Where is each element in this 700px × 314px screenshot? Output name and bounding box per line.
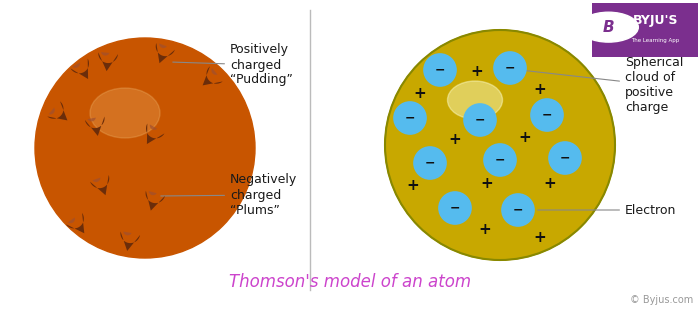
Text: BYJU'S: BYJU'S	[633, 14, 678, 27]
Polygon shape	[68, 218, 75, 223]
Circle shape	[410, 55, 589, 235]
Text: −: −	[449, 202, 461, 214]
Polygon shape	[71, 58, 89, 79]
Circle shape	[439, 192, 471, 224]
Circle shape	[549, 142, 581, 174]
Text: +: +	[533, 83, 547, 98]
Circle shape	[396, 41, 603, 248]
Polygon shape	[120, 231, 140, 251]
Polygon shape	[88, 118, 96, 122]
Ellipse shape	[90, 88, 160, 138]
Text: −: −	[405, 111, 415, 124]
Text: © Byjus.com: © Byjus.com	[630, 295, 693, 305]
Text: +: +	[449, 133, 461, 148]
Text: −: −	[495, 154, 505, 166]
Text: +: +	[479, 223, 491, 237]
Text: −: −	[542, 109, 552, 122]
Polygon shape	[48, 101, 67, 120]
Polygon shape	[148, 191, 157, 195]
Polygon shape	[92, 177, 100, 182]
Polygon shape	[202, 66, 223, 85]
Circle shape	[482, 127, 519, 163]
Text: Negatively
charged
“Plums”: Negatively charged “Plums”	[161, 174, 298, 216]
Circle shape	[484, 144, 516, 176]
Circle shape	[463, 108, 537, 182]
Text: −: −	[560, 151, 570, 165]
Circle shape	[502, 194, 534, 226]
Text: B: B	[603, 20, 615, 35]
Text: −: −	[475, 113, 485, 127]
Polygon shape	[155, 43, 175, 63]
Text: +: +	[481, 176, 493, 191]
Polygon shape	[150, 124, 158, 130]
Circle shape	[394, 102, 426, 134]
Text: −: −	[435, 63, 445, 77]
Circle shape	[92, 95, 198, 201]
Circle shape	[46, 49, 244, 247]
Polygon shape	[90, 175, 109, 195]
Circle shape	[385, 30, 615, 260]
Circle shape	[110, 113, 180, 183]
Circle shape	[127, 130, 162, 165]
Text: −: −	[425, 156, 435, 170]
Text: +: +	[544, 176, 556, 191]
Polygon shape	[159, 43, 167, 48]
Text: Electron: Electron	[538, 203, 676, 216]
Text: Spherical
cloud of
positive
charge: Spherical cloud of positive charge	[523, 56, 683, 114]
Text: Positively
charged
“Pudding”: Positively charged “Pudding”	[173, 44, 293, 86]
Circle shape	[579, 12, 638, 42]
Ellipse shape	[447, 81, 503, 119]
Circle shape	[531, 99, 563, 131]
Polygon shape	[85, 116, 104, 136]
Text: −: −	[505, 62, 515, 74]
Circle shape	[75, 78, 216, 219]
Circle shape	[424, 54, 456, 86]
Circle shape	[35, 38, 255, 258]
Circle shape	[60, 62, 231, 234]
Text: +: +	[519, 131, 531, 145]
Polygon shape	[101, 52, 109, 56]
Text: The Learning App: The Learning App	[631, 38, 680, 43]
Text: +: +	[414, 85, 426, 100]
Text: +: +	[533, 230, 547, 246]
Text: +: +	[470, 64, 484, 79]
Circle shape	[414, 147, 446, 179]
Polygon shape	[48, 108, 55, 115]
Text: −: −	[512, 203, 524, 216]
Text: +: +	[407, 177, 419, 192]
Circle shape	[494, 52, 526, 84]
Polygon shape	[211, 68, 218, 75]
Polygon shape	[146, 191, 165, 211]
Text: Thomson's model of an atom: Thomson's model of an atom	[229, 273, 471, 291]
Circle shape	[464, 104, 496, 136]
Circle shape	[426, 71, 573, 219]
Circle shape	[444, 90, 555, 200]
Polygon shape	[98, 52, 118, 71]
Polygon shape	[73, 62, 80, 68]
Polygon shape	[146, 123, 164, 144]
Polygon shape	[123, 231, 132, 236]
Polygon shape	[66, 213, 84, 233]
